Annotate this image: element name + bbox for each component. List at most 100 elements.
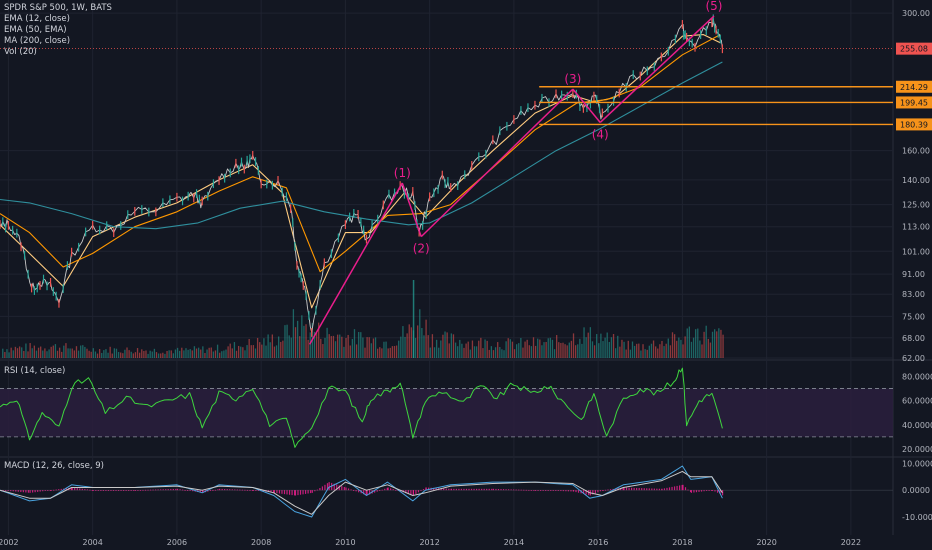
wave-line	[572, 88, 601, 123]
macd-legend-label[interactable]: MACD (12, 26, close, 9)	[4, 461, 104, 471]
macd-tick-label: 10.0000	[902, 459, 932, 468]
macd-histogram-bar	[395, 489, 397, 491]
macd-histogram-bar	[465, 488, 468, 491]
candle	[58, 298, 60, 308]
macd-histogram-bar	[134, 490, 136, 491]
macd-histogram-bar	[209, 490, 211, 492]
candle	[694, 42, 696, 52]
volume-bar	[143, 350, 145, 358]
candle	[429, 192, 431, 202]
volume-bar	[516, 344, 518, 358]
volume-bar	[202, 346, 204, 358]
macd-histogram-bar	[630, 487, 633, 491]
macd-histogram-bar	[550, 490, 552, 491]
volume-bar	[54, 344, 57, 358]
macd-histogram-bar	[199, 490, 201, 493]
volume-bar	[172, 353, 175, 358]
macd-histogram-bar	[133, 490, 135, 491]
volume-bar	[695, 329, 697, 358]
macd-histogram-bar	[636, 487, 638, 491]
candle	[674, 34, 676, 44]
macd-histogram-bar	[633, 487, 635, 491]
candle	[667, 46, 669, 56]
macd-histogram-bar	[27, 490, 30, 493]
candle	[607, 103, 609, 113]
macd-histogram-bar	[458, 488, 460, 491]
macd-histogram-bar	[347, 488, 350, 491]
legend-ema50[interactable]: EMA (50, EMA)	[4, 25, 67, 35]
volume-bar	[417, 325, 419, 358]
macd-histogram-bar	[12, 490, 14, 492]
volume-bar	[520, 337, 522, 358]
volume-bar	[556, 335, 558, 358]
volume-bar	[440, 340, 442, 358]
macd-histogram-bar	[352, 490, 355, 491]
macd-histogram-bar	[562, 490, 564, 492]
candle	[285, 192, 288, 202]
macd-histogram-bar	[144, 489, 147, 491]
macd-histogram-bar	[244, 489, 246, 491]
volume-bar	[587, 332, 589, 358]
legend-ema12[interactable]: EMA (12, close)	[4, 14, 70, 24]
volume-bar	[425, 319, 427, 358]
volume-bar	[216, 344, 219, 358]
volume-bar	[553, 349, 556, 358]
volume-bar	[524, 341, 526, 358]
candle	[447, 177, 449, 186]
macd-histogram-bar	[445, 488, 447, 491]
macd-histogram-bar	[273, 490, 275, 493]
volume-bar	[435, 339, 438, 358]
legend-volume[interactable]: Vol (20)	[4, 47, 37, 57]
volume-bar	[551, 339, 554, 358]
macd-histogram-bar	[120, 490, 122, 491]
macd-histogram-bar	[189, 490, 191, 491]
macd-histogram-bar	[257, 490, 259, 491]
volume-bar	[27, 351, 29, 358]
candle	[712, 14, 714, 24]
candle	[16, 228, 18, 238]
x-tick-label: 2010	[335, 538, 355, 547]
candle	[579, 102, 581, 111]
current-price-label: 255.08	[900, 45, 928, 54]
rsi-legend-label[interactable]: RSI (14, close)	[4, 366, 66, 376]
candle	[106, 221, 108, 231]
volume-bar	[480, 337, 482, 358]
volume-bar	[242, 347, 244, 358]
y-tick-label: 101.00	[902, 247, 930, 256]
macd-histogram-bar	[363, 490, 365, 495]
macd-histogram-bar	[505, 489, 507, 491]
volume-bar	[463, 347, 465, 358]
volume-bar	[10, 347, 12, 358]
volume-bar	[623, 341, 625, 358]
volume-bar	[461, 343, 463, 358]
candle	[281, 187, 283, 197]
volume-bar	[256, 337, 259, 358]
candle	[49, 278, 52, 287]
legend-ma200[interactable]: MA (200, close)	[4, 36, 71, 46]
volume-bar	[347, 334, 349, 358]
volume-bar	[444, 331, 446, 358]
candle	[92, 220, 94, 230]
macd-histogram-bar	[226, 489, 228, 491]
volume-bar	[98, 349, 101, 358]
candle	[711, 18, 713, 28]
volume-bar	[318, 322, 320, 358]
volume-bar	[21, 347, 23, 358]
volume-bar	[145, 350, 147, 358]
volume-bar	[267, 334, 269, 358]
candle	[290, 204, 292, 213]
grid	[0, 0, 932, 535]
macd-histogram-bar	[687, 489, 689, 491]
macd-histogram-bar	[440, 488, 442, 491]
macd-histogram-bar	[53, 489, 55, 491]
volume-bar	[488, 349, 490, 358]
legend-title[interactable]: SPDR S&P 500, 1W, BATS	[4, 3, 112, 13]
macd-histogram-bar	[60, 488, 62, 491]
candle	[582, 104, 584, 113]
wave-label: (4)	[592, 127, 609, 141]
macd-histogram-bar	[585, 490, 587, 495]
candle	[305, 291, 307, 301]
candle	[66, 261, 68, 270]
volume-bar	[126, 347, 128, 358]
